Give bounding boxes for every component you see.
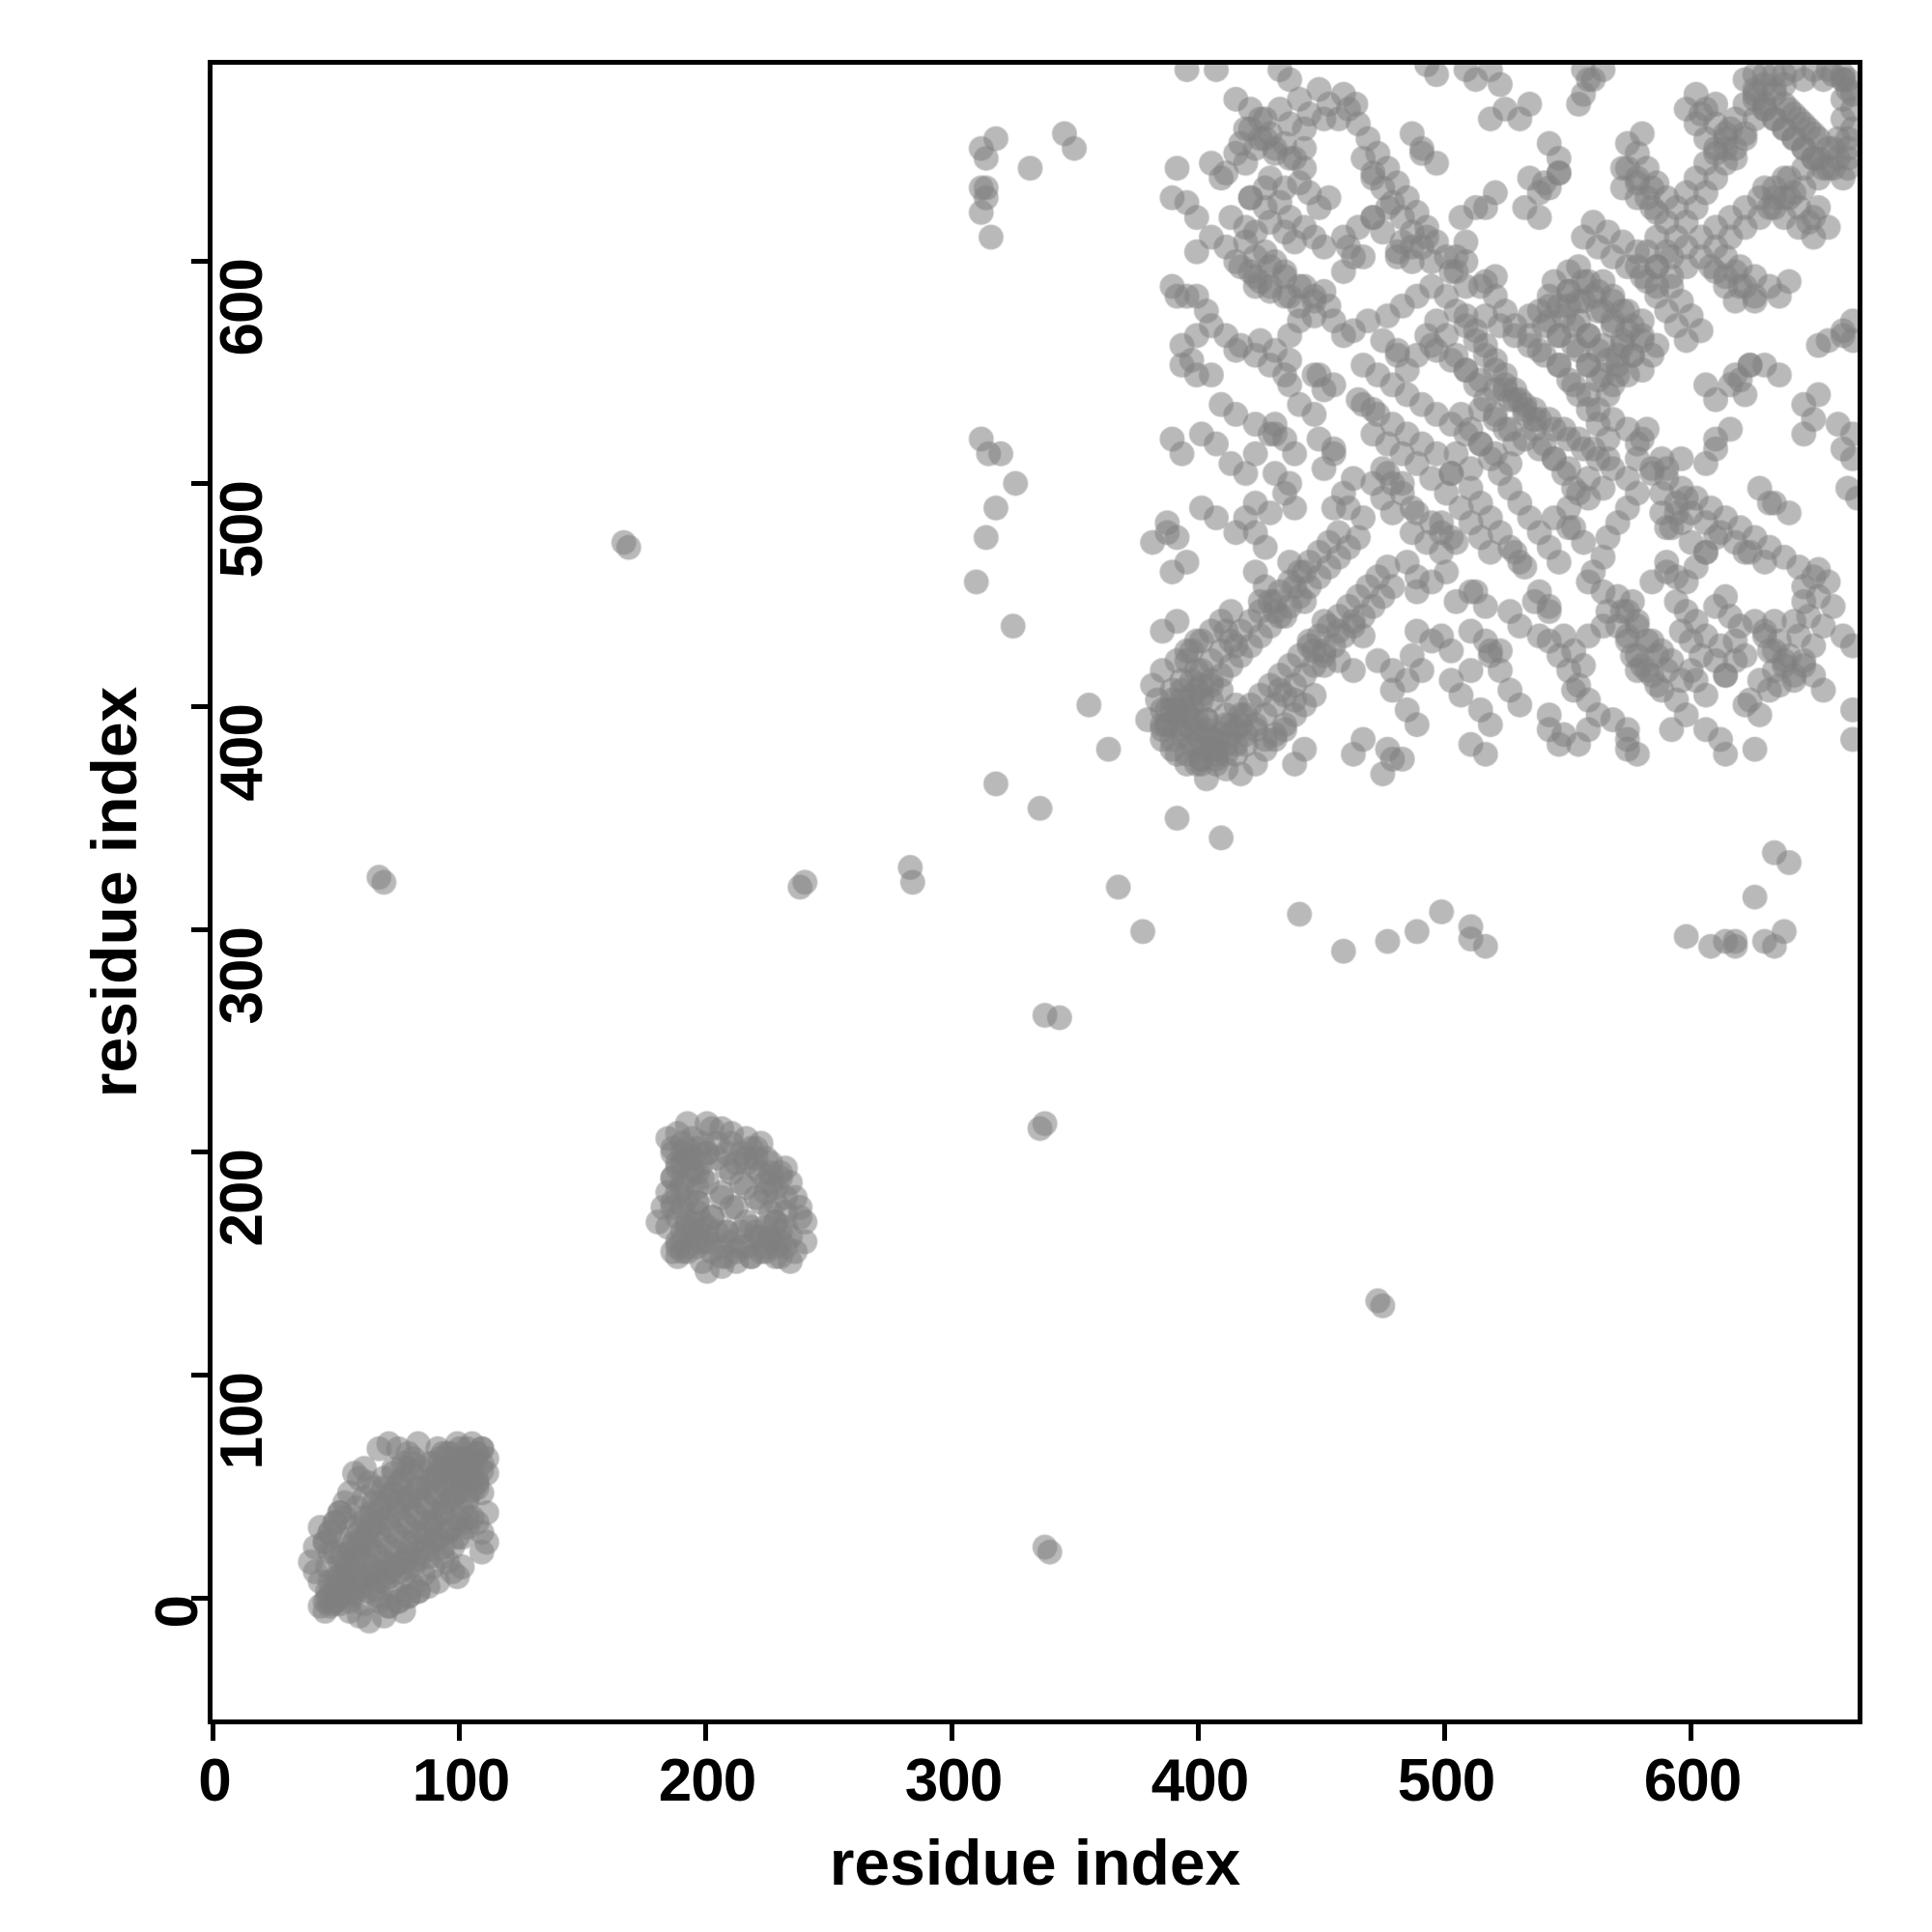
- x-ticklabel-400: 400: [1151, 1747, 1249, 1814]
- y-tick-600: [191, 259, 208, 264]
- scatter-canvas: [213, 65, 1858, 1719]
- y-tick-300: [191, 927, 208, 932]
- x-tick-300: [950, 1724, 954, 1741]
- x-tick-0: [211, 1724, 215, 1741]
- y-ticklabel-100: 100: [208, 1373, 275, 1470]
- x-tick-200: [703, 1724, 708, 1741]
- plot-area: [208, 60, 1862, 1724]
- x-axis-label: residue index: [829, 1827, 1241, 1898]
- y-ticklabel-500: 500: [208, 481, 275, 579]
- y-ticklabel-0: 0: [143, 1596, 211, 1629]
- x-tick-400: [1196, 1724, 1201, 1741]
- y-tick-500: [191, 481, 208, 486]
- x-tick-600: [1689, 1724, 1693, 1741]
- x-ticklabel-0: 0: [198, 1747, 231, 1814]
- x-ticklabel-200: 200: [658, 1747, 756, 1814]
- y-axis-label: residue index: [78, 686, 150, 1098]
- x-ticklabel-600: 600: [1643, 1747, 1742, 1814]
- y-tick-400: [191, 704, 208, 709]
- x-ticklabel-300: 300: [904, 1747, 1003, 1814]
- y-ticklabel-300: 300: [208, 927, 275, 1025]
- y-tick-0: [191, 1596, 208, 1601]
- y-ticklabel-600: 600: [208, 259, 275, 356]
- x-ticklabel-500: 500: [1397, 1747, 1495, 1814]
- x-ticklabel-100: 100: [412, 1747, 510, 1814]
- y-tick-200: [191, 1150, 208, 1154]
- y-tick-100: [191, 1373, 208, 1378]
- x-tick-500: [1442, 1724, 1447, 1741]
- y-ticklabel-200: 200: [208, 1150, 275, 1247]
- y-ticklabel-400: 400: [208, 704, 275, 802]
- x-tick-100: [457, 1724, 462, 1741]
